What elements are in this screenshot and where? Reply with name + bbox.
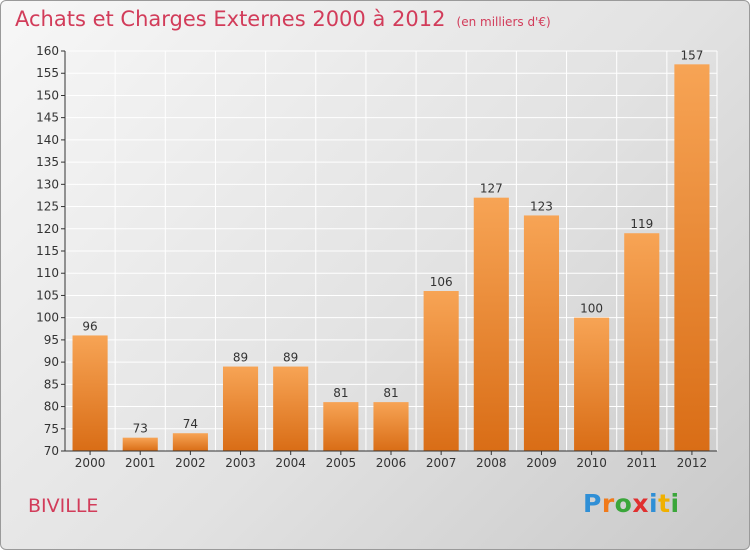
data-label-2009: 123 [530, 199, 553, 213]
data-label-2008: 127 [480, 182, 503, 196]
bar-2007 [423, 291, 459, 451]
bar-2010 [574, 317, 610, 451]
bar-2006 [373, 402, 409, 451]
y-tick-label: 95 [44, 333, 59, 347]
x-tick-label-2012: 2012 [677, 456, 708, 470]
y-tick-label: 110 [36, 266, 59, 280]
data-label-2012: 157 [680, 48, 703, 62]
y-tick-label: 155 [36, 66, 59, 80]
data-label-2004: 89 [283, 351, 298, 365]
data-label-2007: 106 [430, 275, 453, 289]
chart-title-main: Achats et Charges Externes 2000 à 2012 [15, 7, 446, 31]
y-tick-label: 140 [36, 133, 59, 147]
bars: 96 73 74 89 89 81 81 106 127 123 100 119 157 [72, 48, 710, 452]
bar-2003 [222, 366, 259, 451]
bar-2009 [523, 215, 560, 451]
proxiti-logo: Proxiti [583, 489, 680, 518]
chart-title-unit: (en milliers d'€) [456, 15, 551, 29]
y-tick-label: 80 [44, 400, 59, 414]
y-tick-label: 75 [44, 422, 59, 436]
y-tick-label: 130 [36, 177, 59, 191]
bar-2001 [122, 437, 158, 451]
data-label-2010: 100 [580, 302, 603, 316]
y-tick-label: 160 [36, 44, 59, 58]
y-tick-label: 105 [36, 288, 59, 302]
x-tick-label-2009: 2009 [526, 456, 557, 470]
logo-letter: i [649, 489, 659, 518]
bar-2000 [72, 335, 108, 451]
bar-2005 [323, 402, 359, 451]
y-tick-label: 145 [36, 111, 59, 125]
bar-2004 [273, 366, 309, 451]
x-tick-label-2001: 2001 [125, 456, 156, 470]
logo-letter: x [632, 489, 649, 518]
data-label-2000: 96 [82, 319, 97, 333]
data-label-2001: 73 [133, 422, 148, 436]
x-tick-label-2006: 2006 [376, 456, 407, 470]
bar-2008 [473, 197, 509, 451]
x-tick-label-2008: 2008 [476, 456, 507, 470]
y-tick-label: 90 [44, 355, 59, 369]
y-tick-label: 85 [44, 377, 59, 391]
logo-letter: P [583, 489, 602, 518]
commune-name: BIVILLE [28, 495, 99, 517]
x-tick-label-2010: 2010 [576, 456, 607, 470]
y-tick-label: 135 [36, 155, 59, 169]
data-label-2002: 74 [183, 417, 198, 431]
x-tick-label-2003: 2003 [225, 456, 256, 470]
logo-letter: r [601, 489, 615, 518]
y-tick-label: 115 [36, 244, 59, 258]
x-tick-label-2011: 2011 [626, 456, 657, 470]
x-tick-label-2000: 2000 [75, 456, 106, 470]
logo-letter: i [670, 489, 680, 518]
bar-2002 [172, 433, 208, 451]
x-tick-label-2005: 2005 [326, 456, 357, 470]
y-tick-label: 125 [36, 200, 59, 214]
x-tick-label-2004: 2004 [275, 456, 306, 470]
data-label-2003: 89 [233, 351, 248, 365]
y-tick-label: 100 [36, 311, 59, 325]
bar-2011 [624, 233, 660, 451]
y-tick-label: 70 [44, 444, 59, 458]
data-label-2006: 81 [383, 386, 398, 400]
logo-letter: t [658, 489, 671, 518]
data-label-2011: 119 [630, 217, 653, 231]
data-label-2005: 81 [333, 386, 348, 400]
axes: 70 75 80 85 90 95 100 105 110 115 120 125 130 135 140 1… [36, 44, 717, 470]
x-tick-label-2007: 2007 [426, 456, 457, 470]
bar-2012 [674, 64, 710, 452]
y-tick-label: 150 [36, 88, 59, 102]
logo-letter: o [614, 489, 633, 518]
x-tick-label-2002: 2002 [175, 456, 206, 470]
chart-title: Achats et Charges Externes 2000 à 2012 (… [15, 7, 551, 31]
y-tick-label: 120 [36, 222, 59, 236]
